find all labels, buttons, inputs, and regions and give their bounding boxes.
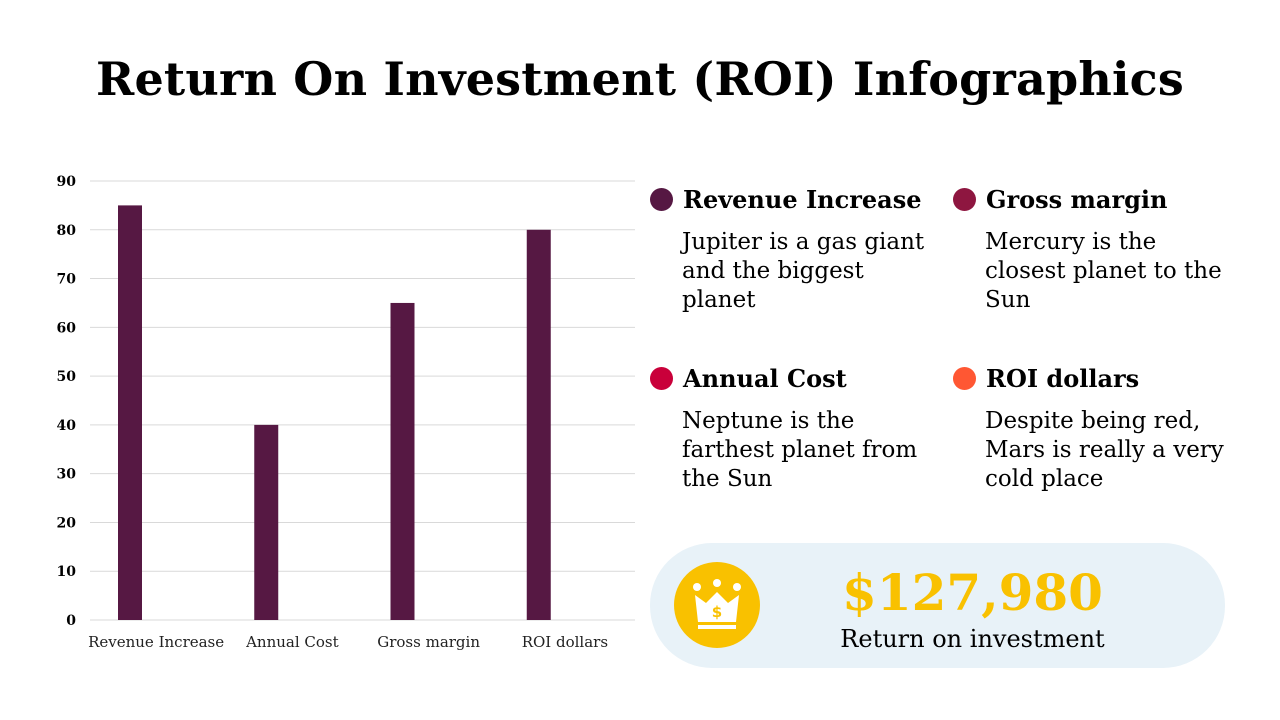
- legend-dot: [953, 188, 976, 211]
- legend-description: Despite being red, Mars is really a very…: [985, 408, 1224, 492]
- legend-description: Jupiter is a gas giant and the biggest p…: [682, 229, 925, 313]
- legend-description: Neptune is the farthest planet from the …: [682, 408, 918, 492]
- y-tick-label: 20: [57, 515, 77, 531]
- legend-dot: [650, 188, 673, 211]
- y-tick-label: 60: [57, 320, 77, 336]
- legend-item-annual-cost: Annual Cost Neptune is the farthest plan…: [650, 364, 940, 494]
- legend-title: Gross margin: [986, 185, 1168, 214]
- y-tick-label: 0: [66, 613, 76, 629]
- legend-title: Revenue Increase: [683, 185, 922, 214]
- legend-title: ROI dollars: [986, 364, 1140, 393]
- y-tick-label: 40: [57, 418, 77, 434]
- x-tick-label: Revenue Increase: [88, 633, 224, 651]
- y-tick-label: 10: [57, 564, 77, 580]
- legend-description: Mercury is the closest planet to the Sun: [985, 229, 1222, 313]
- legend-dot: [650, 367, 673, 390]
- bar: [118, 205, 142, 620]
- crown-dollar-icon: $: [674, 562, 760, 648]
- bar: [526, 229, 551, 620]
- page-title: Return On Investment (ROI) Infographics: [96, 52, 1184, 106]
- x-tick-label: Gross margin: [377, 633, 480, 651]
- roi-value: $127,980: [842, 563, 1103, 622]
- y-tick-label: 80: [57, 223, 77, 239]
- y-tick-label: 30: [57, 467, 77, 483]
- y-tick-label: 90: [57, 174, 77, 190]
- bar: [390, 302, 415, 620]
- y-tick-label: 70: [57, 272, 77, 288]
- roi-label: Return on investment: [840, 625, 1105, 653]
- x-tick-label: ROI dollars: [522, 633, 608, 651]
- roi-bar-chart: 0 10 20 30 40 50 60 70 80 90 Revenue Increase Annua…: [57, 174, 635, 651]
- legend-item-roi-dollars: ROI dollars Despite being red, Mars is r…: [953, 364, 1243, 494]
- legend-item-gross-margin: Gross margin Mercury is the closest plan…: [953, 185, 1243, 315]
- legend-dot: [953, 367, 976, 390]
- legend-item-revenue-increase: Revenue Increase Jupiter is a gas giant …: [650, 185, 940, 315]
- y-tick-label: 50: [57, 369, 77, 385]
- bar: [254, 424, 279, 620]
- roi-summary-card: $ $127,980 Return on investment: [650, 543, 1225, 668]
- svg-text:$: $: [712, 603, 722, 621]
- legend-title: Annual Cost: [683, 364, 847, 393]
- x-tick-label: Annual Cost: [245, 633, 339, 651]
